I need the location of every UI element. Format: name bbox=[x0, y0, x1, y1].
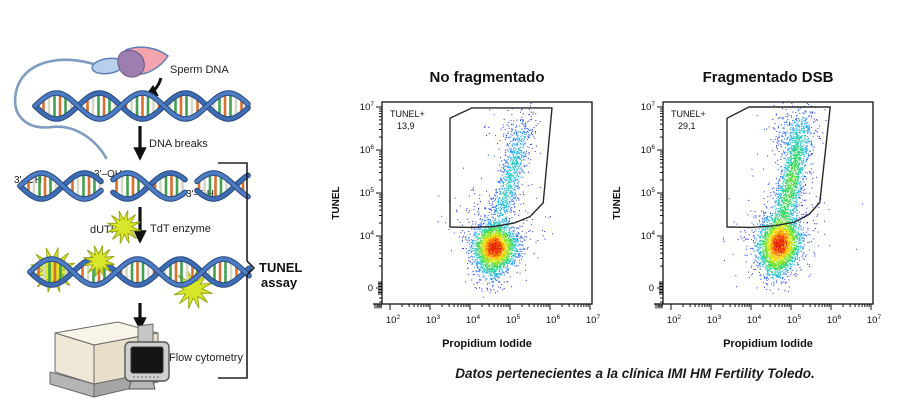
label-tunel-assay-2: assay bbox=[261, 275, 298, 290]
x-axis-label: Propidium Iodide bbox=[442, 338, 532, 350]
plot-title: No fragmentado bbox=[429, 69, 544, 86]
svg-text:104: 104 bbox=[360, 230, 375, 242]
svg-text:0: 0 bbox=[368, 283, 373, 294]
dna-helix-broken bbox=[17, 170, 251, 202]
dna-helix-labeled bbox=[27, 256, 252, 288]
flow-plot-no-fragmentado: No fragmentado 102 103 104 105 106 107 107 106 1… bbox=[325, 56, 625, 356]
y-axis-label: TUNEL bbox=[612, 186, 623, 219]
label-tunel-assay-1: TUNEL bbox=[259, 260, 302, 275]
label-dutp: dUTP bbox=[90, 224, 118, 236]
labeled-dna-stars-front bbox=[83, 245, 115, 277]
svg-text:103: 103 bbox=[707, 314, 722, 326]
flow-cytometer-illustration bbox=[49, 321, 170, 398]
svg-text:106: 106 bbox=[360, 144, 375, 156]
svg-text:106: 106 bbox=[641, 144, 656, 156]
label-dna-breaks: DNA breaks bbox=[149, 138, 208, 150]
dna-helix-intact bbox=[32, 90, 251, 122]
dutp-star-icon bbox=[107, 210, 141, 244]
label-flow-cytometry: Flow cytometry bbox=[169, 352, 243, 364]
label-sperm-dna: Sperm DNA bbox=[170, 64, 229, 76]
svg-text:105: 105 bbox=[506, 314, 521, 326]
svg-text:107: 107 bbox=[867, 314, 882, 326]
sperm-nucleus bbox=[117, 49, 145, 78]
density-scatter-canvas bbox=[382, 102, 592, 304]
gate-value: 29,1 bbox=[678, 121, 696, 131]
gate-label: TUNEL+ bbox=[390, 109, 425, 119]
x-axis-label: Propidium Iodide bbox=[723, 338, 813, 350]
tunel-assay-diagram: Sperm DNA DNA breaks 3'–OH 3'–OH 3'–OH d… bbox=[13, 46, 302, 398]
tunel-gate bbox=[726, 106, 831, 229]
tunel-gate bbox=[449, 107, 553, 229]
svg-text:103: 103 bbox=[426, 314, 441, 326]
y-axis-label: TUNEL bbox=[331, 186, 342, 219]
axis-ticks: 102 103 104 105 106 107 107 106 105 104 0 bbox=[360, 101, 601, 326]
svg-text:106: 106 bbox=[546, 314, 561, 326]
svg-text:104: 104 bbox=[747, 314, 762, 326]
label-3oh-2: 3'–OH bbox=[94, 169, 122, 180]
svg-text:105: 105 bbox=[360, 187, 375, 199]
svg-text:104: 104 bbox=[466, 314, 481, 326]
sperm-illustration bbox=[13, 46, 170, 160]
flow-plot-fragmentado-dsb: Fragmentado DSB 102 103 104 105 106 107 107 106… bbox=[606, 56, 906, 356]
svg-text:102: 102 bbox=[386, 314, 401, 326]
svg-text:106: 106 bbox=[827, 314, 842, 326]
plot-frame bbox=[381, 101, 593, 305]
tunel-assay-bracket bbox=[218, 162, 256, 379]
density-scatter-canvas bbox=[663, 102, 873, 304]
plot-frame bbox=[662, 101, 874, 305]
label-tdt-enzyme: TdT enzyme bbox=[150, 223, 211, 235]
svg-text:102: 102 bbox=[667, 314, 682, 326]
svg-text:107: 107 bbox=[641, 101, 656, 113]
svg-text:107: 107 bbox=[360, 101, 375, 113]
svg-text:0: 0 bbox=[649, 283, 654, 294]
svg-text:107: 107 bbox=[586, 314, 601, 326]
sperm-tail bbox=[13, 58, 108, 160]
gate-label: TUNEL+ bbox=[671, 109, 706, 119]
svg-text:105: 105 bbox=[641, 187, 656, 199]
plot-title: Fragmentado DSB bbox=[703, 69, 834, 86]
svg-text:104: 104 bbox=[641, 230, 656, 242]
axis-ticks: 102 103 104 105 106 107 107 106 105 104 0 bbox=[641, 101, 882, 326]
figure-caption: Datos pertenecientes a la clínica IMI HM… bbox=[455, 366, 815, 381]
gate-value: 13,9 bbox=[397, 121, 415, 131]
svg-text:105: 105 bbox=[787, 314, 802, 326]
